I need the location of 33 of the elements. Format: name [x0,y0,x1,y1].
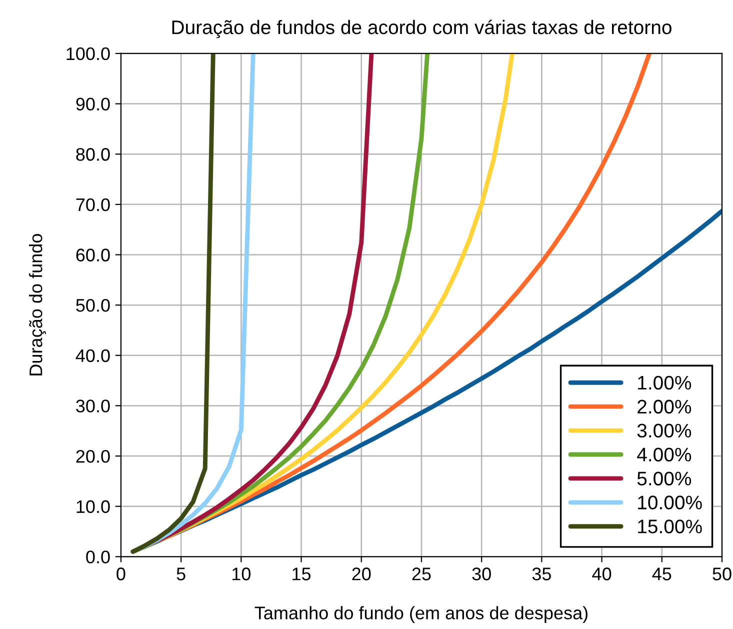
x-axis-title: Tamanho do fundo (em anos de despesa) [254,606,588,623]
x-tick-label: 35 [532,568,551,580]
x-tick-label: 15 [292,568,311,580]
x-tick-label: 0 [116,568,126,580]
y-tick-label: 80.0 [76,148,110,161]
y-tick-label: 50.0 [76,299,110,312]
legend-label: 3.00% [637,424,692,438]
y-tick-label: 60.0 [76,248,110,262]
y-tick-label: 100.0 [66,47,110,60]
legend-label: 10.00% [638,496,702,510]
y-axis-title: Duração do fundo [28,234,46,376]
x-tick-label: 10 [232,568,250,580]
y-tick-label: 10.0 [76,500,110,514]
y-tick-label: 90.0 [76,98,110,111]
x-tick-label: 40 [592,568,612,580]
legend-label: 4.00% [637,448,692,462]
y-tick-label: 70.0 [76,198,110,212]
y-tick-label: 30.0 [76,400,110,412]
y-tick-label: 40.0 [76,349,110,362]
x-tick-label: 45 [652,568,672,580]
x-tick-label: 5 [176,568,186,580]
legend-label: 1.00% [638,376,692,390]
x-tick-label: 30 [472,568,491,580]
legend-label: 2.00% [638,400,692,414]
legend-label: 15.00% [638,520,702,534]
chart-title: Duração de fundos de acordo com várias taxas de retorno [172,20,672,38]
x-tick-label: 25 [412,568,431,580]
x-tick-label: 20 [352,568,371,580]
line-series [130,53,216,554]
y-tick-label: 20.0 [76,450,110,463]
x-tick-label: 50 [712,568,732,580]
legend-label: 5.00% [637,472,692,486]
y-tick-label: 0.0 [86,550,110,564]
